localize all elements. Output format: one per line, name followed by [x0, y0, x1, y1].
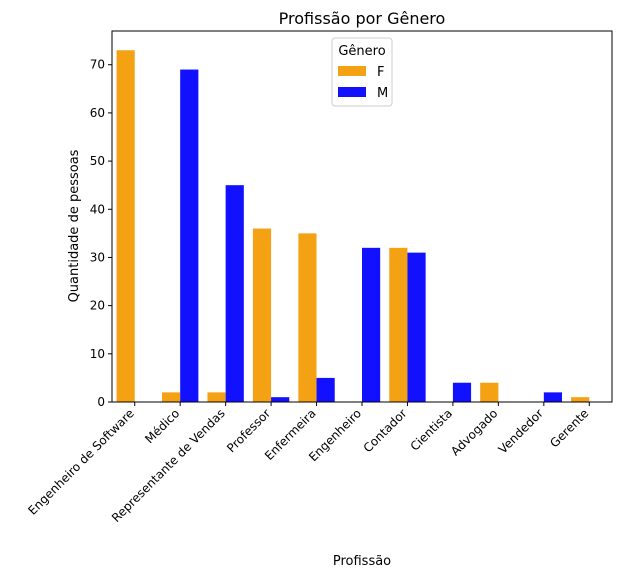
bar-f-advogado: [480, 382, 499, 402]
x-tick-label-advogado: Advogado: [448, 406, 500, 458]
y-tick-label: 40: [90, 202, 105, 216]
bar-m-representante-de-vendas: [225, 185, 244, 402]
bar-m-vendedor: [543, 392, 562, 402]
x-axis: Engenheiro de Software MédicoRepresentant…: [25, 402, 591, 525]
bar-f-professor: [252, 228, 272, 402]
x-tick-label-medico: Médico: [142, 406, 182, 446]
bar-m-enfermeira: [316, 377, 335, 402]
plot-frame: [111, 30, 613, 403]
legend-title: Gênero: [338, 44, 385, 59]
legend-swatch-m: [338, 87, 366, 97]
y-tick-label: 10: [90, 347, 105, 361]
x-tick-label-engenheiro-de-software: Engenheiro de Software: [25, 406, 136, 517]
y-tick-label: 20: [90, 299, 105, 313]
chart-title: Profissão por Gênero: [279, 9, 446, 28]
legend-label-m: M: [377, 86, 388, 101]
bar-m-cientista: [452, 382, 472, 402]
x-tick-label-cientista: Cientista: [408, 406, 455, 453]
y-axis-label: Quantidade de pessoas: [67, 149, 82, 302]
bar-m-professor: [271, 397, 290, 402]
legend: Gênero F M: [331, 37, 393, 107]
legend-swatch-f: [338, 66, 366, 76]
bar-f-enfermeira: [298, 233, 317, 402]
bars: [116, 50, 590, 402]
y-tick-label: 0: [97, 395, 105, 409]
y-tick-label: 30: [90, 250, 105, 264]
bar-m-contador: [407, 252, 426, 402]
bar-f-gerente: [571, 397, 590, 402]
y-tick-label: 60: [90, 106, 105, 120]
x-tick-label-gerente: Gerente: [547, 406, 591, 450]
bar-m-medico: [180, 69, 199, 402]
bar-f-engenheiro-de-software: [116, 50, 135, 402]
x-tick-label-contador: Contador: [361, 406, 410, 455]
legend-label-f: F: [377, 65, 384, 80]
bar-m-engenheiro: [362, 247, 381, 402]
y-tick-label: 70: [90, 58, 105, 72]
x-axis-label: Profissão: [333, 554, 391, 569]
y-axis: 0 10 20 30 40 50 60 70: [90, 58, 112, 409]
bar-f-medico: [162, 392, 181, 402]
x-tick-label-vendedor: Vendedor: [496, 406, 546, 456]
bar-f-representante-de-vendas: [207, 392, 226, 402]
y-tick-label: 50: [90, 154, 105, 168]
bar-f-contador: [389, 247, 408, 402]
